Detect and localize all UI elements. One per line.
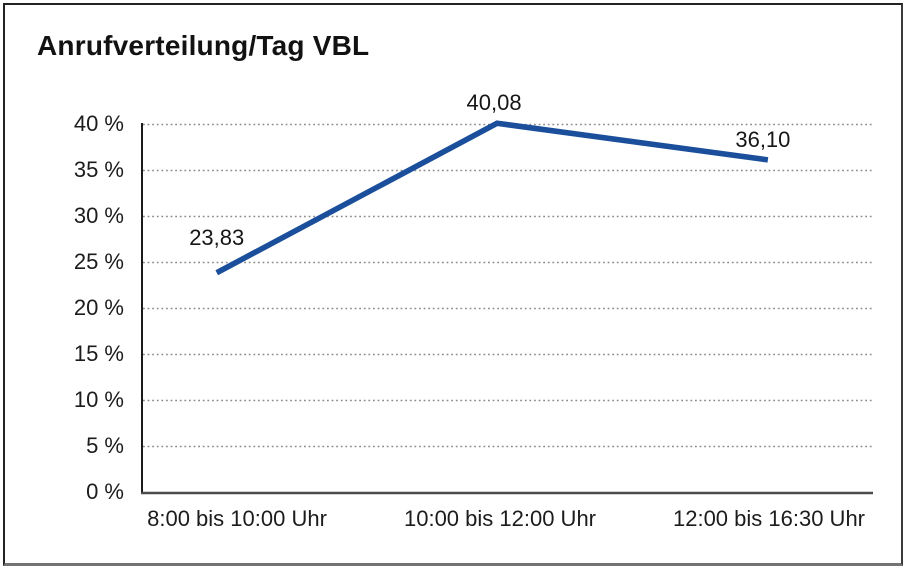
y-axis-tick-label: 20 % — [73, 295, 124, 320]
data-point-label: 23,83 — [189, 224, 245, 250]
data-point-label: 36,10 — [735, 126, 791, 152]
x-axis-category-label: 8:00 bis 10:00 Uhr — [147, 506, 327, 531]
y-axis-tick-label: 5 % — [86, 433, 124, 458]
x-axis-category-label: 12:00 bis 16:30 Uhr — [672, 506, 866, 531]
series-line — [215, 120, 769, 276]
y-axis-tick-label: 0 % — [86, 479, 124, 504]
y-axis-tick-label: 35 % — [73, 157, 124, 182]
chart-title: Anrufverteilung/Tag VBL — [37, 30, 370, 61]
data-point-label: 40,08 — [466, 90, 522, 116]
y-axis-tick-label: 30 % — [73, 203, 124, 228]
y-axis-tick-label: 10 % — [73, 387, 124, 412]
x-axis-category-label: 10:00 bis 12:00 Uhr — [403, 506, 597, 531]
y-axis-tick-label: 40 % — [73, 111, 124, 136]
y-axis-tick-label: 25 % — [73, 249, 124, 274]
y-axis-tick-label: 15 % — [73, 341, 124, 366]
